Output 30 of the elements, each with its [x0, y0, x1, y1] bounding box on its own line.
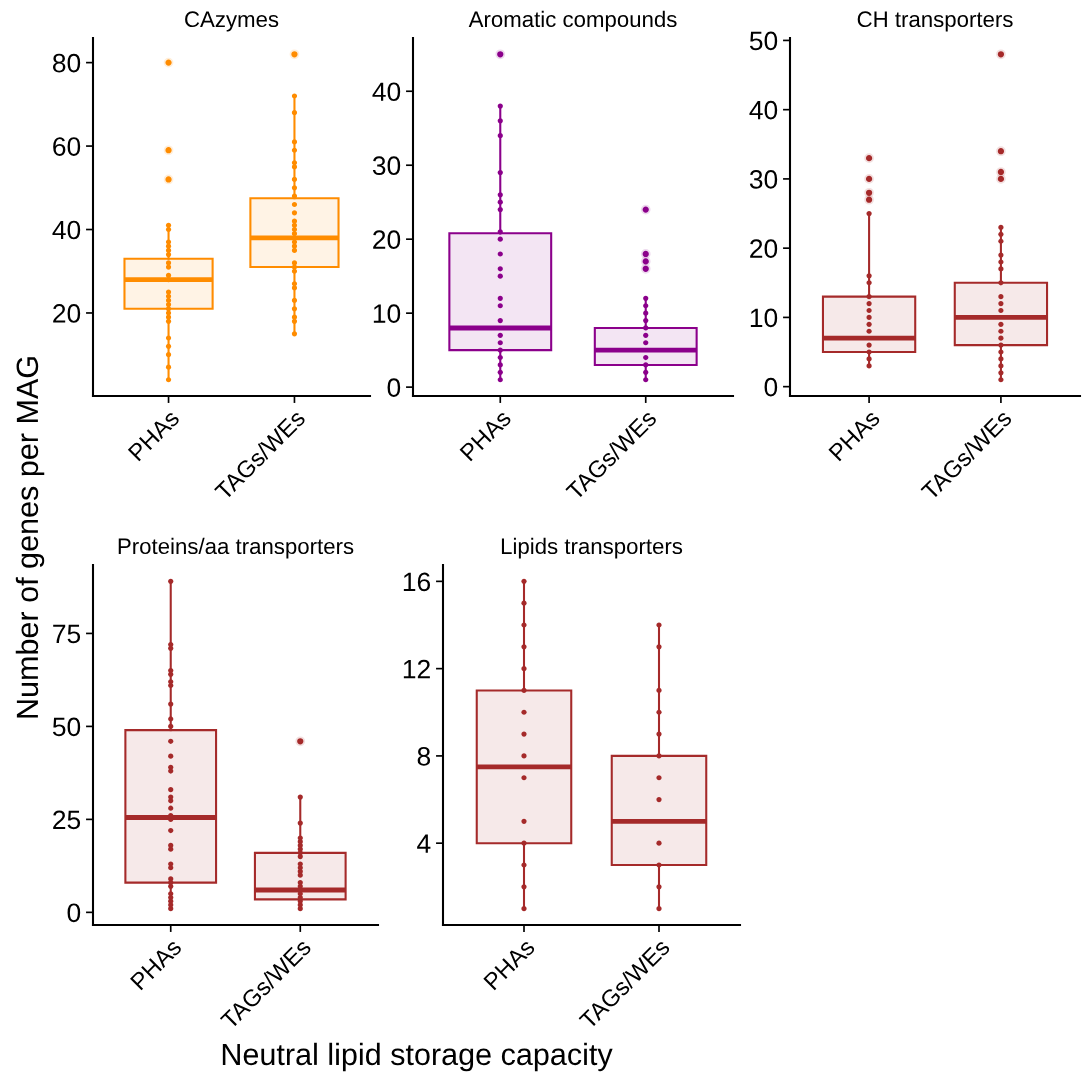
- y-tick-label: 50: [52, 717, 81, 737]
- y-tick-label: 10: [750, 308, 778, 328]
- y-tick-label: 4: [417, 834, 431, 853]
- y-tick-label: 30: [372, 156, 401, 176]
- chart-title: Proteins/aa transporters: [118, 537, 354, 559]
- y-tick-label: 8: [417, 747, 431, 766]
- y-tick-label: 20: [373, 230, 401, 250]
- y-tick-label: 10: [373, 304, 401, 323]
- y-tick-label: 50: [749, 31, 778, 51]
- chart-title: Aromatic compounds: [468, 10, 677, 32]
- chart-title: CH transporters: [857, 11, 1013, 32]
- y-tick-label: 0: [67, 903, 81, 923]
- y-tick-label: 80: [52, 53, 81, 73]
- y-tick-label: 16: [403, 572, 431, 592]
- y-tick-label: 0: [387, 378, 401, 397]
- y-tick-label: 12: [403, 659, 430, 679]
- y-tick-label: 40: [372, 82, 401, 102]
- y-axis-title: Number of genes per MAG: [15, 357, 45, 718]
- y-tick-label: 40: [52, 220, 81, 240]
- y-tick-label: 75: [53, 624, 81, 644]
- x-axis-title: Neutral lipid storage capacity: [222, 1042, 613, 1072]
- y-tick-label: 20: [53, 304, 81, 323]
- y-tick-label: 20: [750, 239, 778, 258]
- chart-title: CAzymes: [185, 11, 279, 32]
- y-tick-label: 25: [53, 810, 81, 830]
- y-tick-label: 40: [749, 100, 778, 120]
- y-tick-label: 60: [53, 137, 81, 156]
- y-tick-label: 30: [749, 170, 778, 189]
- y-tick-label: 0: [764, 377, 778, 397]
- chart-title: Lipids transporters: [501, 537, 683, 559]
